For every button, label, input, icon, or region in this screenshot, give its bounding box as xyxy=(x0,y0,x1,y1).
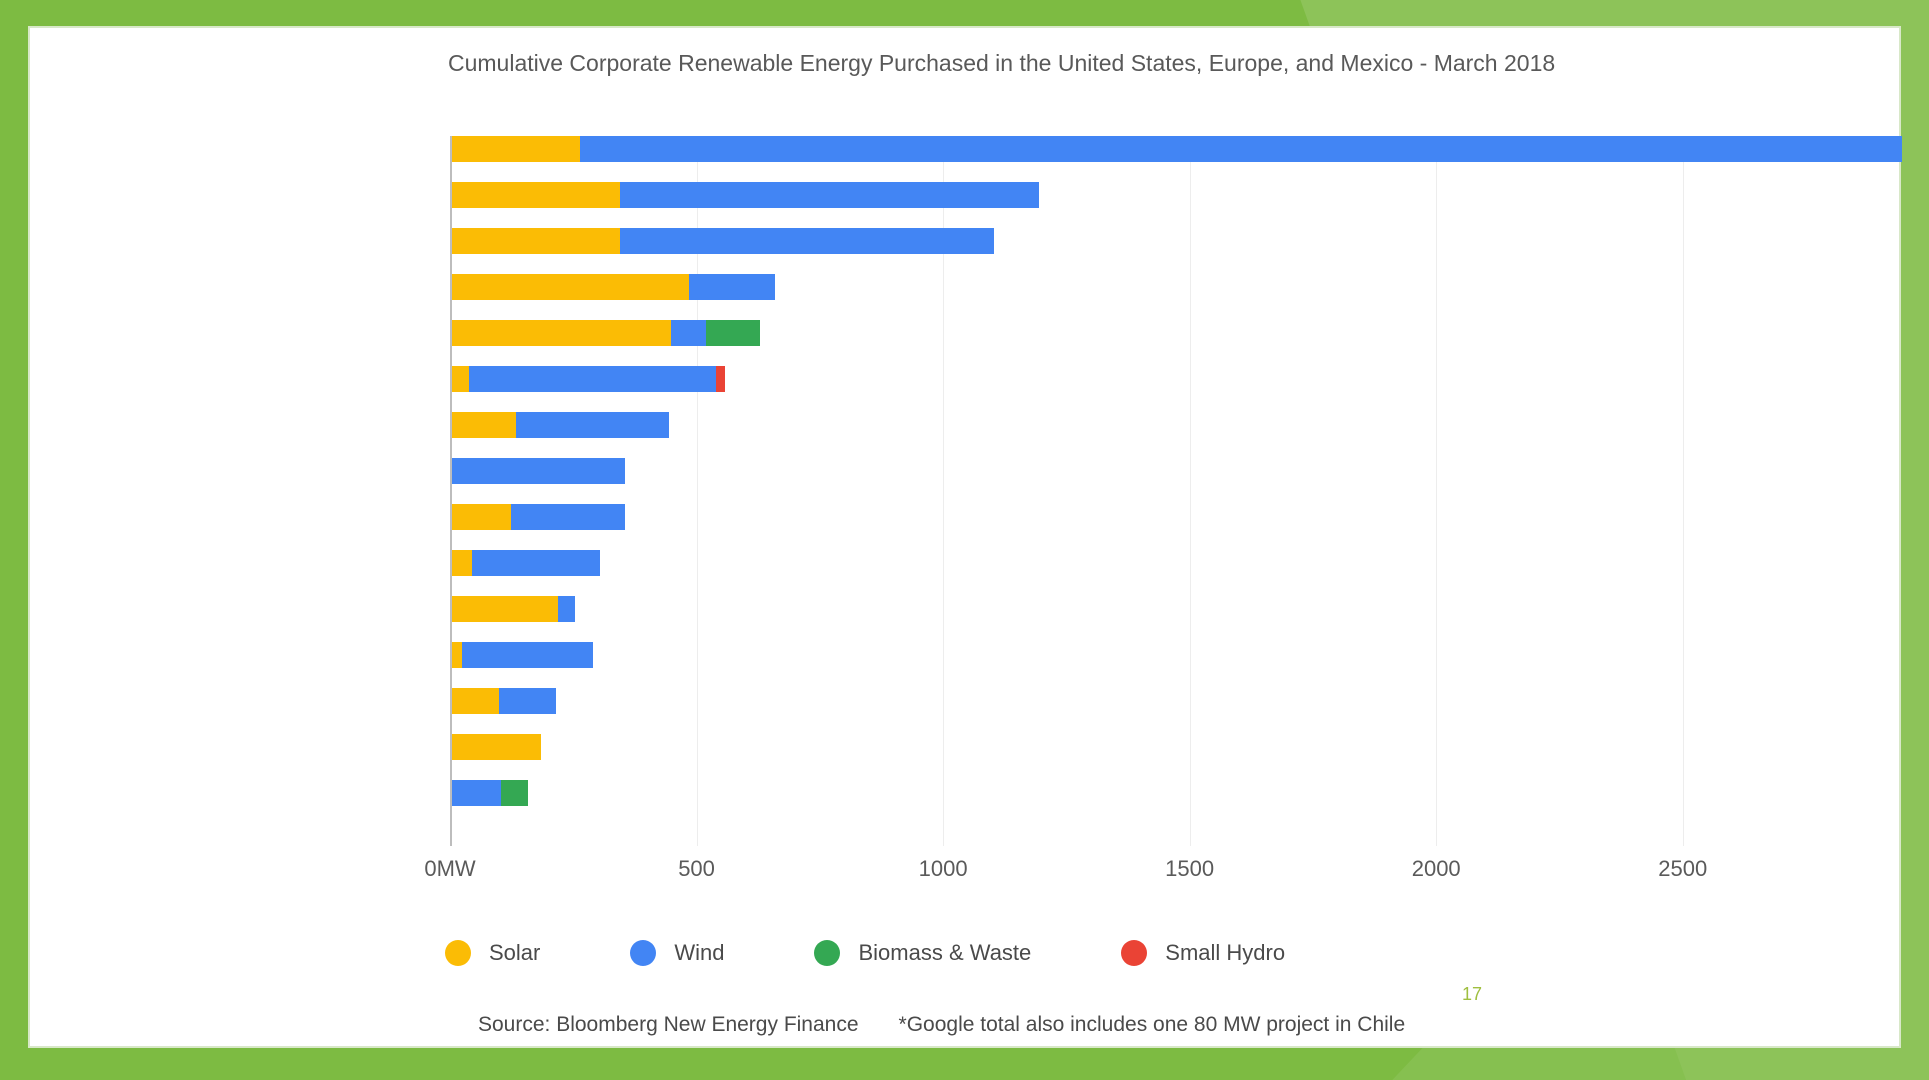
slide-background: Cumulative Corporate Renewable Energy Pu… xyxy=(0,0,1929,1080)
chart-footnote-text: *Google total also includes one 80 MW pr… xyxy=(899,1013,1406,1037)
bar-segment-wind xyxy=(620,182,1039,208)
bar-segment-solar xyxy=(452,136,580,162)
chart-source-text: Source: Bloomberg New Energy Finance xyxy=(478,1013,859,1037)
legend-label: Wind xyxy=(674,940,724,966)
legend-swatch xyxy=(814,940,840,966)
x-tick-label: 1000 xyxy=(919,856,968,882)
legend-label: Small Hydro xyxy=(1165,940,1285,966)
x-tick-label: 1500 xyxy=(1165,856,1214,882)
bar-segment-solar xyxy=(452,504,511,530)
legend-swatch xyxy=(630,940,656,966)
bar-segment-wind xyxy=(499,688,556,714)
x-tick-label: 2500 xyxy=(1658,856,1707,882)
bar-segment-wind xyxy=(671,320,706,346)
bar-segment-wind xyxy=(472,550,600,576)
bar-segment-solar xyxy=(452,412,516,438)
bar-segment-wind xyxy=(511,504,624,530)
x-tick-label: 500 xyxy=(678,856,715,882)
bar-segment-wind xyxy=(580,136,1902,162)
bar-segment-wind xyxy=(620,228,995,254)
chart-title: Cumulative Corporate Renewable Energy Pu… xyxy=(448,50,1899,77)
bar-segment-wind xyxy=(469,366,716,392)
legend: Solar Wind Biomass & Waste Small Hydro xyxy=(445,940,1285,966)
bar-segment-small-hydro xyxy=(716,366,725,392)
bar-segment-solar xyxy=(452,366,469,392)
legend-item-solar: Solar xyxy=(445,940,540,966)
bar-segment-wind xyxy=(462,642,593,668)
bar-segment-solar xyxy=(452,320,671,346)
legend-swatch xyxy=(1121,940,1147,966)
bar-segment-solar xyxy=(452,228,620,254)
bar-segment-wind xyxy=(558,596,575,622)
bar-segment-wind xyxy=(516,412,669,438)
chart-footer: Source: Bloomberg New Energy Finance *Go… xyxy=(478,1013,1405,1037)
page-number: 17 xyxy=(1462,984,1482,1005)
gridline xyxy=(1436,136,1437,846)
legend-label: Biomass & Waste xyxy=(858,940,1031,966)
legend-label: Solar xyxy=(489,940,540,966)
legend-swatch xyxy=(445,940,471,966)
bar-segment-solar xyxy=(452,734,541,760)
bar-segment-solar xyxy=(452,642,462,668)
bar-segment-solar xyxy=(452,550,472,576)
bar-segment-biomass-waste xyxy=(501,780,528,806)
x-tick-label: 2000 xyxy=(1412,856,1461,882)
bar-segment-solar xyxy=(452,182,620,208)
plot-area: 0MW5001000150020002500Google*AmazonMicro… xyxy=(450,136,1880,836)
bar-segment-wind xyxy=(452,458,625,484)
bar-segment-solar xyxy=(452,688,499,714)
bar-segment-solar xyxy=(452,274,689,300)
bar-segment-solar xyxy=(452,596,558,622)
legend-item-small-hydro: Small Hydro xyxy=(1121,940,1285,966)
legend-item-wind: Wind xyxy=(630,940,724,966)
gridline xyxy=(1683,136,1684,846)
bar-segment-biomass-waste xyxy=(706,320,760,346)
gridline xyxy=(1190,136,1191,846)
chart-card: Cumulative Corporate Renewable Energy Pu… xyxy=(28,26,1901,1048)
bar-segment-wind xyxy=(689,274,775,300)
legend-item-biomass-waste: Biomass & Waste xyxy=(814,940,1031,966)
bar-segment-wind xyxy=(452,780,501,806)
x-tick-label: 0MW xyxy=(424,856,475,882)
